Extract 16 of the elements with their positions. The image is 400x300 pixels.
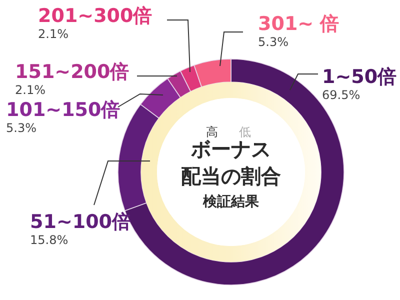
- data-label: 2.1%: [38, 27, 68, 41]
- slice-label: 51~100倍: [30, 211, 132, 233]
- text: 検証結果: [202, 193, 260, 210]
- slice-label: 151~200倍: [15, 61, 130, 83]
- slice-label: 101~150倍: [6, 99, 120, 121]
- slice-label: 301~ 倍: [258, 13, 340, 35]
- text: ボーナス配当の割合: [181, 137, 281, 188]
- data-label: 2.1%: [15, 83, 46, 97]
- slice-label: 201~300倍: [38, 5, 152, 27]
- text: 高: [206, 125, 218, 139]
- text: 低: [239, 125, 251, 139]
- data-label: 69.5%: [322, 88, 360, 102]
- data-label: 15.8%: [30, 233, 68, 247]
- slice-label: 1~50倍: [322, 66, 397, 88]
- data-label: 5.3%: [6, 121, 36, 135]
- data-label: 5.3%: [258, 35, 288, 49]
